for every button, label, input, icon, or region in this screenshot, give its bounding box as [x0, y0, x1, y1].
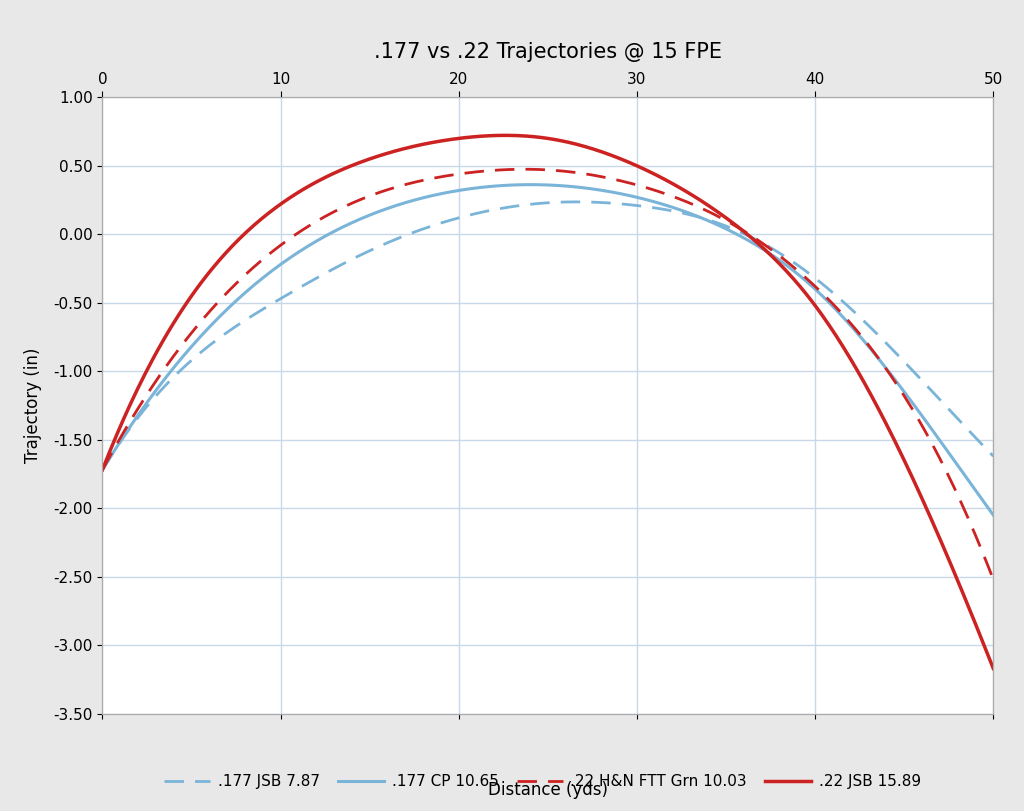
.177 CP 10.65 — [580, 183, 592, 193]
Line: .22 H&N FTT Grn 10.03: .22 H&N FTT Grn 10.03 — [102, 169, 993, 579]
.22 H&N FTT Grn 10.03 — [521, 165, 534, 174]
.22 JSB 15.89 — [828, 328, 841, 338]
.22 H&N FTT Grn 10.03 — [580, 169, 592, 179]
.177 JSB 7.87 — [524, 200, 537, 209]
Line: .22 JSB 15.89: .22 JSB 15.89 — [102, 135, 993, 668]
Y-axis label: Trajectory (in): Trajectory (in) — [25, 348, 42, 463]
.177 CP 10.65 — [987, 510, 999, 520]
.22 H&N FTT Grn 10.03 — [987, 574, 999, 584]
.177 CP 10.65 — [519, 180, 531, 190]
.22 JSB 15.89 — [500, 131, 512, 140]
.177 JSB 7.87 — [968, 431, 980, 440]
.22 JSB 15.89 — [629, 160, 641, 169]
.22 H&N FTT Grn 10.03 — [629, 179, 641, 189]
.177 JSB 7.87 — [571, 197, 584, 207]
.22 JSB 15.89 — [526, 131, 539, 141]
.177 JSB 7.87 — [987, 451, 999, 461]
.177 JSB 7.87 — [519, 200, 531, 210]
.177 JSB 7.87 — [828, 290, 841, 299]
.22 JSB 15.89 — [580, 142, 592, 152]
.177 CP 10.65 — [526, 180, 539, 190]
X-axis label: Distance (yds): Distance (yds) — [487, 781, 608, 799]
.22 JSB 15.89 — [987, 663, 999, 673]
Title: .177 vs .22 Trajectories @ 15 FPE: .177 vs .22 Trajectories @ 15 FPE — [374, 42, 722, 62]
.177 JSB 7.87 — [96, 465, 109, 474]
.22 H&N FTT Grn 10.03 — [517, 165, 529, 174]
.22 H&N FTT Grn 10.03 — [526, 165, 539, 174]
.22 JSB 15.89 — [968, 615, 980, 624]
.22 H&N FTT Grn 10.03 — [96, 465, 109, 474]
.177 CP 10.65 — [968, 483, 980, 492]
.22 JSB 15.89 — [521, 131, 534, 141]
.22 H&N FTT Grn 10.03 — [828, 301, 841, 311]
.22 JSB 15.89 — [96, 465, 109, 474]
.22 H&N FTT Grn 10.03 — [968, 526, 980, 536]
.177 CP 10.65 — [629, 192, 641, 202]
Line: .177 CP 10.65: .177 CP 10.65 — [102, 185, 993, 515]
.177 JSB 7.87 — [580, 197, 592, 207]
Legend: .177 JSB 7.87, .177 CP 10.65, .22 H&N FTT Grn 10.03, .22 JSB 15.89: .177 JSB 7.87, .177 CP 10.65, .22 H&N FT… — [159, 768, 927, 796]
.177 JSB 7.87 — [629, 200, 641, 210]
.177 CP 10.65 — [524, 180, 537, 190]
Line: .177 JSB 7.87: .177 JSB 7.87 — [102, 202, 993, 470]
.177 CP 10.65 — [96, 465, 109, 474]
.177 CP 10.65 — [828, 303, 841, 313]
